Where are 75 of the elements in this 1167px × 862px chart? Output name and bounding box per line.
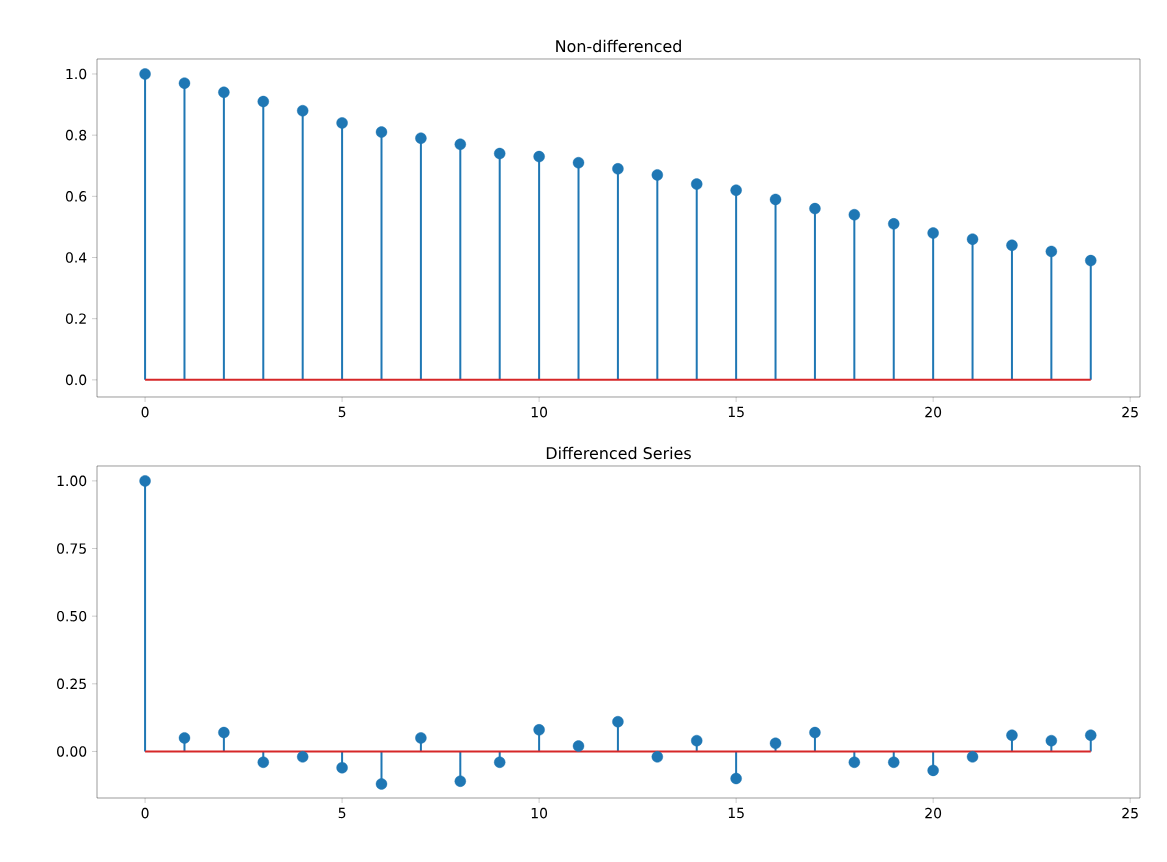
point	[454, 775, 466, 787]
point	[966, 751, 979, 763]
point	[1085, 254, 1097, 267]
point	[927, 764, 939, 777]
y-tick-label: 0.00	[57, 746, 87, 757]
chart-title: Differenced Series	[546, 446, 691, 460]
point	[533, 724, 545, 736]
y-tick-label: 0.25	[57, 678, 86, 690]
point	[730, 772, 742, 785]
point	[1006, 729, 1018, 741]
point	[257, 95, 269, 108]
point	[769, 193, 782, 206]
x-tick-label: 15	[728, 807, 744, 819]
point	[415, 132, 427, 144]
point	[572, 740, 585, 752]
point	[572, 156, 585, 169]
y-tick-label: 0.75	[57, 543, 86, 554]
x-tick-label: 25	[1122, 807, 1138, 819]
point	[612, 716, 624, 728]
point	[139, 68, 151, 80]
y-tick-label: 0.0	[65, 374, 87, 386]
x-tick-label: 20	[925, 406, 942, 418]
point	[257, 756, 269, 768]
point	[927, 227, 939, 239]
point	[336, 762, 348, 774]
point	[730, 184, 742, 196]
chart-title: Non-differenced	[556, 39, 681, 53]
point	[809, 202, 821, 215]
x-tick-label: 10	[531, 807, 548, 819]
point	[415, 732, 427, 744]
point	[454, 138, 466, 151]
y-tick-label: 0.50	[57, 610, 87, 622]
point	[651, 751, 664, 763]
y-tick-label: 0.6	[65, 191, 87, 202]
point	[1085, 729, 1097, 741]
x-tick-label: 25	[1122, 406, 1138, 418]
x-tick-label: 5	[338, 807, 346, 819]
point	[888, 218, 900, 230]
point	[533, 150, 545, 163]
y-tick-label: 0.8	[65, 129, 87, 141]
x-tick-label: 0	[141, 406, 149, 418]
x-tick-label: 0	[141, 807, 149, 819]
point	[769, 737, 782, 750]
point	[888, 756, 900, 768]
point	[218, 86, 230, 99]
point	[848, 756, 861, 768]
point	[494, 756, 506, 768]
point	[1045, 734, 1058, 747]
point	[296, 104, 309, 117]
y-tick-label: 1.00	[57, 475, 87, 487]
point	[139, 475, 151, 487]
point	[178, 77, 191, 89]
x-tick-label: 20	[925, 807, 942, 819]
point	[848, 208, 861, 221]
y-tick-label: 0.4	[65, 252, 87, 263]
point	[691, 178, 703, 190]
point	[1045, 245, 1058, 258]
x-tick-label: 15	[728, 406, 744, 418]
point	[296, 751, 309, 763]
point	[691, 734, 703, 747]
point	[178, 732, 191, 744]
point	[612, 163, 624, 175]
x-tick-label: 10	[531, 406, 548, 418]
point	[966, 233, 979, 245]
point	[375, 778, 388, 790]
y-tick-label: 1.0	[66, 68, 87, 80]
point	[336, 117, 348, 129]
point	[1006, 239, 1018, 251]
point	[218, 726, 230, 739]
x-tick-label: 5	[338, 406, 346, 418]
y-tick-label: 0.2	[65, 313, 86, 324]
point	[494, 147, 506, 160]
point	[809, 726, 821, 739]
point	[651, 169, 664, 181]
point	[375, 126, 388, 138]
